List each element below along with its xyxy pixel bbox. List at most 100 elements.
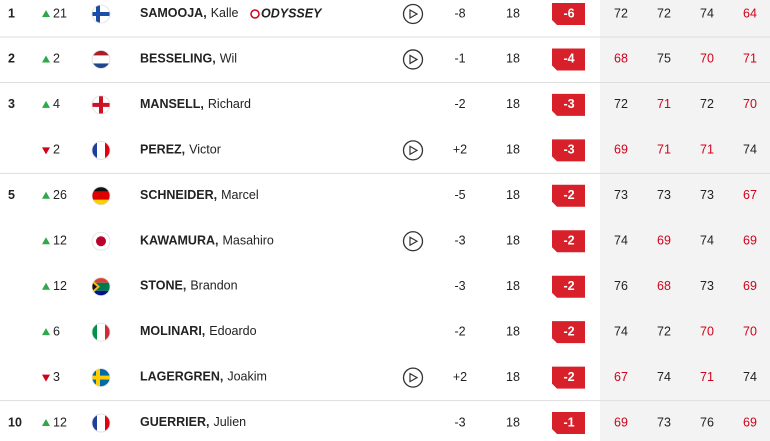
player-name[interactable]: STONE, Brandon (140, 279, 238, 293)
position: 2 (8, 52, 15, 66)
round-score: 64 (743, 6, 757, 20)
video-button[interactable] (402, 3, 424, 25)
flag-part (92, 63, 110, 69)
today-box (552, 184, 585, 207)
video-button[interactable] (402, 140, 424, 161)
round-score: 69 (614, 415, 628, 429)
round-score: 74 (657, 370, 671, 384)
round-score: 76 (614, 279, 628, 293)
flag-part (92, 323, 97, 342)
flag (91, 50, 111, 69)
move-arrow (42, 191, 50, 199)
flag (91, 95, 111, 115)
flag-part (105, 141, 110, 160)
round-score: 72 (657, 6, 671, 20)
round-score: 73 (614, 188, 628, 202)
today-box (552, 275, 585, 298)
to-par: -3 (454, 415, 465, 429)
player-name[interactable]: SAMOOJA, Kalle (140, 6, 239, 20)
video-icon (409, 54, 419, 65)
flag-part (92, 279, 97, 294)
to-par: +2 (453, 143, 467, 157)
player-name[interactable]: MANSELL, Richard (140, 97, 251, 111)
video-button[interactable] (402, 49, 424, 70)
surname: GUERRIER, (140, 415, 209, 429)
thru: 18 (506, 279, 520, 293)
flag-inner (92, 368, 110, 387)
to-par: -8 (454, 6, 465, 20)
round-score: 68 (657, 279, 671, 293)
round-score: 70 (743, 324, 757, 338)
player-name[interactable]: KAWAMURA, Masahiro (140, 234, 274, 248)
move-arrow (42, 147, 50, 155)
move-count: 12 (53, 279, 67, 293)
round-score: 70 (700, 52, 714, 66)
flag-inner (92, 277, 110, 296)
round-score: 70 (743, 97, 757, 111)
player-name[interactable]: MOLINARI, Edoardo (140, 324, 257, 338)
flag-part (92, 414, 97, 433)
video-icon (409, 145, 419, 156)
flag-part (92, 141, 97, 160)
surname: STONE, (140, 279, 186, 293)
round-score: 67 (743, 188, 757, 202)
flag (91, 231, 111, 251)
today-box (552, 366, 585, 389)
round-score: 75 (657, 52, 671, 66)
move-count: 12 (53, 415, 67, 429)
flag-ring (91, 368, 111, 388)
video-button[interactable] (402, 367, 424, 388)
surname: MOLINARI, (140, 324, 205, 338)
video-icon (409, 8, 419, 20)
player-name[interactable]: LAGERGREN, Joakim (140, 370, 267, 384)
player-name[interactable]: BESSELING, Wil (140, 52, 237, 66)
surname: SCHNEIDER, (140, 188, 217, 202)
first-name: Marcel (221, 188, 259, 202)
thru: 18 (506, 415, 520, 429)
move-arrow (42, 237, 50, 245)
round-score: 76 (700, 415, 714, 429)
flag-inner (92, 50, 110, 69)
thru: 18 (506, 370, 520, 384)
round-score: 71 (700, 370, 714, 384)
to-par: -2 (454, 97, 465, 111)
today: -2 (563, 324, 574, 338)
flag-part (92, 191, 110, 200)
surname: MANSELL, (140, 97, 204, 111)
flag-ring (91, 140, 111, 160)
move-count: 26 (53, 188, 67, 202)
move-count: 12 (53, 234, 67, 248)
today: -2 (563, 370, 574, 384)
thru: 18 (506, 324, 520, 338)
thru: 18 (506, 188, 520, 202)
thru: 18 (506, 143, 520, 157)
to-par: +2 (453, 370, 467, 384)
round-score: 67 (614, 370, 628, 384)
flag-inner (92, 186, 110, 205)
flag (91, 322, 111, 342)
player-name[interactable]: PEREZ, Victor (140, 143, 221, 157)
position: 3 (8, 97, 15, 111)
flag-inner (92, 232, 110, 251)
flag-part (97, 141, 105, 160)
to-par: -2 (454, 324, 465, 338)
video-button[interactable] (402, 231, 424, 252)
flag-part (97, 414, 105, 433)
flag-part (92, 375, 110, 380)
to-par: -3 (454, 279, 465, 293)
today: -2 (563, 188, 574, 202)
move-arrow (42, 419, 50, 427)
thru: 18 (506, 97, 520, 111)
move-arrow (42, 55, 50, 63)
player-name[interactable]: SCHNEIDER, Marcel (140, 188, 259, 202)
round-score: 74 (743, 143, 757, 157)
position: 10 (8, 415, 22, 429)
today: -3 (563, 97, 574, 111)
today-box (552, 321, 585, 344)
flag-part (105, 323, 110, 342)
flag-part (92, 12, 110, 16)
player-name[interactable]: GUERRIER, Julien (140, 415, 246, 429)
surname: SAMOOJA, (140, 6, 207, 20)
flag-part (92, 199, 110, 205)
